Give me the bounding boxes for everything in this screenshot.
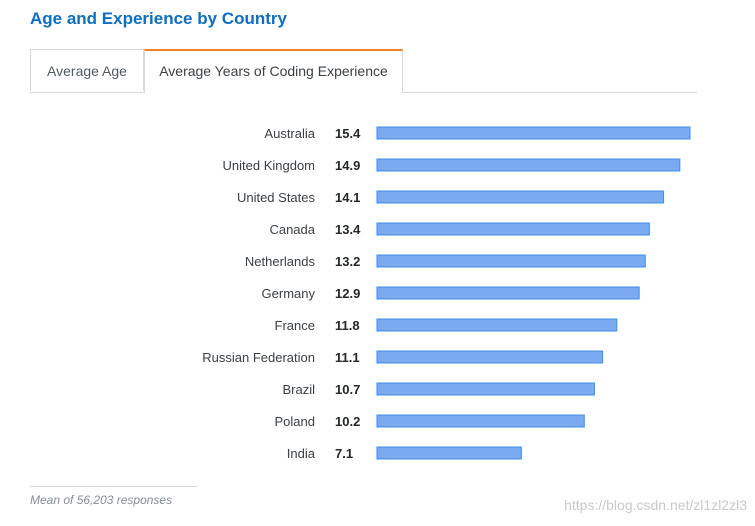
category-label: Canada (269, 222, 315, 237)
category-label: Brazil (282, 382, 315, 397)
tab-bar: Average Age Average Years of Coding Expe… (30, 49, 697, 93)
category-label: France (275, 318, 315, 333)
page-title: Age and Experience by Country (30, 9, 287, 28)
bar (376, 126, 691, 140)
bar (376, 414, 585, 428)
bar (376, 254, 646, 268)
value-label: 11.1 (335, 350, 360, 365)
category-label: United Kingdom (223, 158, 316, 173)
tab-average-age[interactable]: Average Age (30, 49, 144, 91)
watermark: https://blog.csdn.net/zl1zl2zl3 (564, 497, 747, 513)
bar (376, 222, 650, 236)
value-label: 13.4 (335, 222, 361, 237)
category-label: Poland (275, 414, 315, 429)
bar (376, 190, 665, 204)
bar (376, 446, 522, 460)
category-label: Australia (264, 126, 315, 141)
footer-divider (30, 486, 197, 487)
value-label: 10.7 (335, 382, 360, 397)
bar (376, 318, 618, 332)
category-label: Germany (262, 286, 316, 301)
bar (376, 382, 595, 396)
value-label: 11.8 (335, 318, 360, 333)
category-label: India (287, 446, 316, 461)
value-label: 14.1 (335, 190, 360, 205)
value-label: 13.2 (335, 254, 360, 269)
bar (376, 286, 640, 300)
bar (376, 158, 681, 172)
category-label: Russian Federation (202, 350, 315, 365)
value-label: 7.1 (335, 446, 353, 461)
category-label: Netherlands (245, 254, 316, 269)
category-label: United States (237, 190, 316, 205)
value-label: 10.2 (335, 414, 360, 429)
value-label: 12.9 (335, 286, 360, 301)
responses-footnote: Mean of 56,203 responses (30, 493, 173, 507)
value-label: 15.4 (335, 126, 361, 141)
bar (376, 350, 604, 364)
value-label: 14.9 (335, 158, 360, 173)
tab-average-years-coding-experience[interactable]: Average Years of Coding Experience (144, 49, 403, 93)
